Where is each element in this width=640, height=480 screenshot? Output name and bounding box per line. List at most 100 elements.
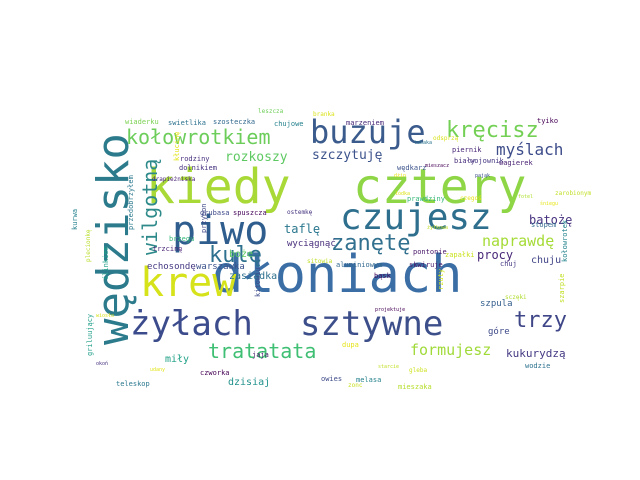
cloud-word: żyłkowa	[427, 225, 449, 231]
cloud-word: piwo	[172, 208, 269, 254]
cloud-word: czegoś	[460, 195, 482, 202]
cloud-word: trzy	[514, 308, 567, 333]
cloud-word: naprawdę	[482, 232, 555, 250]
cloud-word: taflę	[284, 222, 321, 236]
cloud-word: wiaderku	[125, 118, 159, 126]
cloud-word: dzisiaj	[228, 377, 271, 388]
cloud-word: góre	[488, 327, 510, 337]
cloud-word: zasiadka	[229, 271, 278, 282]
cloud-word: okoń	[96, 361, 109, 367]
cloud-word: sitowia	[307, 258, 333, 265]
cloud-word: owies	[321, 375, 343, 383]
cloud-word: szosteczka	[213, 118, 256, 126]
cloud-word: czworka	[200, 369, 230, 377]
cloud-word: wodzie	[525, 362, 551, 370]
cloud-word: chuju	[531, 255, 562, 266]
cloud-word: wędkarz	[397, 164, 427, 172]
cloud-word: gleba	[409, 367, 428, 374]
cloud-word: piernik	[452, 146, 482, 154]
cloud-word: szpula	[480, 299, 513, 309]
cloud-word: kurwa	[71, 208, 79, 230]
cloud-word: brzegu	[169, 235, 195, 243]
cloud-word: fotel	[518, 194, 534, 200]
cloud-word: kołowrotek	[561, 219, 569, 262]
cloud-word: udany	[150, 367, 166, 373]
cloud-word: leszcza	[258, 108, 284, 115]
cloud-word: swietlika	[168, 119, 206, 127]
cloud-word: drapieżniska	[152, 176, 196, 183]
cloud-word: wilgotną	[138, 158, 162, 255]
cloud-word: chujowe	[274, 120, 304, 128]
cloud-word: zonc	[348, 382, 363, 389]
cloud-word: chuj	[500, 260, 517, 268]
cloud-word: boże	[229, 249, 254, 260]
cloud-word: zanętę	[331, 231, 411, 256]
cloud-word: kukurydzą	[506, 347, 566, 360]
cloud-word: dżin	[394, 173, 407, 179]
cloud-word: warszawka	[196, 262, 245, 272]
cloud-word: plecionkę	[85, 229, 92, 262]
cloud-word: cztery	[353, 159, 527, 215]
cloud-word: kołowrotkiem	[126, 125, 271, 149]
cloud-word: kręcisz	[446, 118, 539, 143]
cloud-word: batożę	[529, 213, 573, 227]
cloud-word: echosondę	[147, 262, 196, 272]
cloud-word: tratatata	[208, 339, 317, 363]
cloud-word: przedobrzyłem	[127, 175, 135, 230]
cloud-word: rzuty	[437, 268, 445, 290]
cloud-word: projektuje	[375, 307, 406, 313]
cloud-word: krew	[140, 260, 237, 306]
cloud-word: stopem	[531, 221, 557, 229]
cloud-word: biały	[454, 157, 476, 165]
cloud-word: wyciągnąć	[287, 239, 336, 249]
cloud-word: spuszcza	[233, 209, 267, 217]
cloud-word: formujesz	[410, 341, 492, 359]
cloud-word: prawdziny	[407, 195, 445, 203]
cloud-word: skwiruje	[409, 261, 443, 269]
cloud-word: kitowiu	[254, 267, 262, 297]
cloud-word: wojownik	[470, 157, 504, 165]
cloud-word: teleskop	[116, 380, 150, 388]
cloud-word: dupa	[342, 341, 359, 349]
cloud-word: dłoniach	[212, 245, 463, 305]
cloud-word: sztywne	[300, 304, 444, 344]
cloud-word: procy	[477, 248, 514, 262]
cloud-word: rozkoszy	[225, 150, 288, 165]
cloud-word: sczęki	[505, 294, 527, 301]
cloud-word: bąsk	[374, 272, 391, 280]
cloud-word: kiedy	[146, 159, 291, 215]
cloud-word: śniegu	[540, 201, 559, 207]
cloud-word: pająk	[475, 173, 491, 179]
cloud-word: marzeniem	[346, 119, 384, 127]
cloud-word: zapałki	[445, 251, 475, 259]
cloud-word: odsprzą	[433, 135, 459, 142]
cloud-word: trzcinę	[153, 245, 183, 253]
cloud-word: szczytuję	[312, 148, 383, 163]
cloud-word: aluminiowym	[336, 261, 383, 269]
cloud-word: mieszaka	[398, 383, 432, 391]
cloud-word: zarobionym	[555, 190, 592, 197]
cloud-word: tyiko	[537, 117, 559, 125]
cloud-word: starcie	[378, 364, 400, 370]
cloud-word: miły	[165, 354, 190, 365]
cloud-word: żyłach	[130, 304, 253, 344]
cloud-word: kłucinę	[173, 131, 181, 161]
cloud-word: przypon	[200, 203, 208, 233]
cloud-word: pontonie	[413, 248, 447, 256]
cloud-word: melasa	[356, 376, 382, 384]
cloud-word: jaja	[252, 351, 269, 359]
cloud-word: myślach	[496, 140, 564, 159]
cloud-word: grubasa	[200, 209, 230, 217]
cloud-word: ślinkiem	[102, 246, 110, 280]
cloud-word: dolnikiem	[179, 164, 217, 172]
cloud-word: tabaka	[414, 140, 433, 146]
cloud-word: branka	[313, 111, 335, 118]
cloud-word: rodziny	[180, 155, 210, 163]
cloud-word: łódka	[395, 191, 411, 197]
cloud-word: mieszacz	[425, 163, 450, 169]
cloud-word: griluujący	[86, 313, 94, 356]
cloud-word: buzuje	[310, 113, 426, 151]
cloud-word: ostemkę	[287, 209, 313, 216]
cloud-word: kulę	[209, 243, 262, 268]
cloud-word: wiosło	[96, 313, 115, 319]
